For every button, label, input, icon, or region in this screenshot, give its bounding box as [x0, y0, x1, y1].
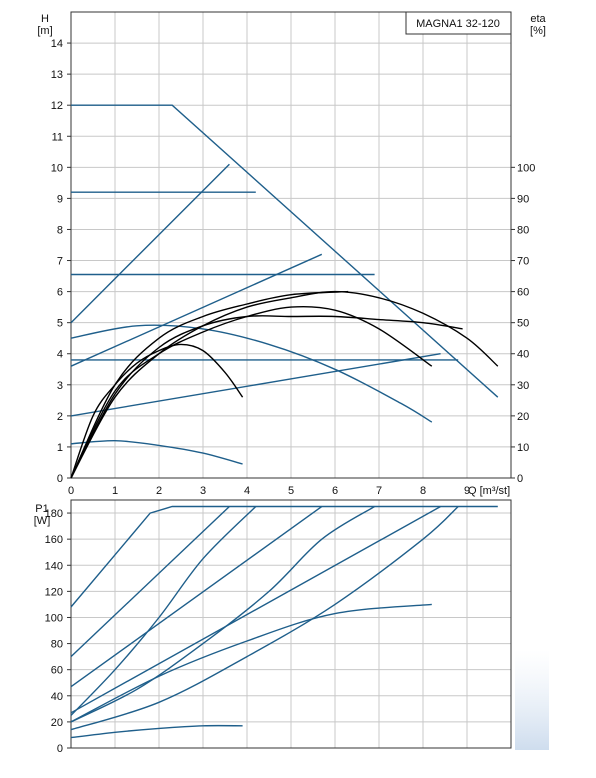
- power-curve-7: [70, 603, 432, 723]
- y-right-tick-label: 70: [517, 256, 529, 268]
- y-axis-label: [m]: [37, 25, 52, 37]
- y-tick-label: 7: [57, 256, 63, 268]
- p-tick-label: 80: [51, 639, 63, 651]
- x-tick-label: 8: [420, 485, 426, 497]
- head-curve-5: [70, 253, 323, 367]
- y-tick-label: 12: [51, 100, 63, 112]
- y-tick-label: 5: [57, 318, 63, 330]
- x-tick-label: 0: [68, 485, 74, 497]
- y-axis-label: H: [41, 13, 49, 25]
- head-curve-4: [70, 163, 230, 324]
- x-tick-label: 4: [244, 485, 250, 497]
- power-curve-6: [70, 505, 459, 731]
- y-right-tick-label: 30: [517, 380, 529, 392]
- p-tick-label: 0: [57, 743, 63, 755]
- watermark-decoration: [515, 650, 549, 750]
- y-right-tick-label: 20: [517, 411, 529, 423]
- y-tick-label: 2: [57, 411, 63, 423]
- model-label: MAGNA1 32-120: [416, 18, 500, 30]
- y-tick-label: 10: [51, 162, 63, 174]
- y-tick-label: 8: [57, 224, 63, 236]
- x-tick-label: 1: [112, 485, 118, 497]
- power-curve-1: [70, 505, 230, 658]
- p-tick-label: 180: [45, 508, 63, 520]
- power-curve-3: [70, 505, 441, 714]
- efficiency-curve-1: [70, 305, 433, 479]
- y-right-tick-label: 100: [517, 162, 535, 174]
- x-tick-label: 2: [156, 485, 162, 497]
- x-tick-label: 3: [200, 485, 206, 497]
- power-curve-2: [70, 505, 323, 688]
- y-right-tick-label: 80: [517, 224, 529, 236]
- efficiency-curve-3: [70, 315, 463, 479]
- y-tick-label: 13: [51, 69, 63, 81]
- x-tick-label: 9: [464, 485, 470, 497]
- head-curve-8: [70, 439, 243, 465]
- x-tick-label: 7: [376, 485, 382, 497]
- x-tick-label: 6: [332, 485, 338, 497]
- y-tick-label: 3: [57, 380, 63, 392]
- p-tick-label: 100: [45, 612, 63, 624]
- y-tick-label: 11: [52, 131, 63, 143]
- y-tick-label: 9: [57, 193, 63, 205]
- y-right-tick-label: 0: [517, 473, 523, 485]
- y-right-axis-label: [%]: [530, 25, 546, 37]
- head-curve-6: [70, 353, 441, 417]
- model-label-box: [405, 11, 512, 35]
- y-right-tick-label: 60: [517, 287, 529, 299]
- p-axis-label: [W]: [34, 515, 51, 527]
- p-tick-label: 160: [45, 534, 63, 546]
- y-tick-label: 14: [51, 38, 63, 50]
- y-right-tick-label: 50: [517, 318, 529, 330]
- plot-frame: [70, 499, 512, 749]
- y-tick-label: 4: [57, 349, 63, 361]
- p-axis-label: P1: [35, 503, 48, 515]
- y-right-tick-label: 40: [517, 349, 529, 361]
- p-tick-label: 140: [45, 560, 63, 572]
- efficiency-curve-4: [70, 290, 349, 479]
- efficiency-curve-2: [70, 290, 499, 479]
- power-curve-0: [70, 505, 498, 608]
- power-curve-8: [70, 724, 243, 739]
- y-right-tick-label: 90: [517, 193, 529, 205]
- x-axis-label: Q [m³/st]: [468, 485, 510, 497]
- p-tick-label: 120: [45, 586, 63, 598]
- x-tick-label: 5: [288, 485, 294, 497]
- y-tick-label: 0: [57, 473, 63, 485]
- y-right-axis-label: eta: [530, 13, 546, 25]
- y-tick-label: 1: [57, 442, 63, 454]
- efficiency-curve-0: [70, 343, 244, 479]
- power-curve-5: [70, 505, 375, 723]
- p-tick-label: 40: [51, 691, 63, 703]
- power-curve-4: [70, 506, 257, 716]
- y-tick-label: 6: [57, 287, 63, 299]
- head-curve-7: [70, 324, 433, 423]
- y-right-tick-label: 10: [517, 442, 529, 454]
- p-tick-label: 60: [51, 665, 63, 677]
- p-tick-label: 20: [51, 717, 63, 729]
- plot-frame: [70, 11, 512, 479]
